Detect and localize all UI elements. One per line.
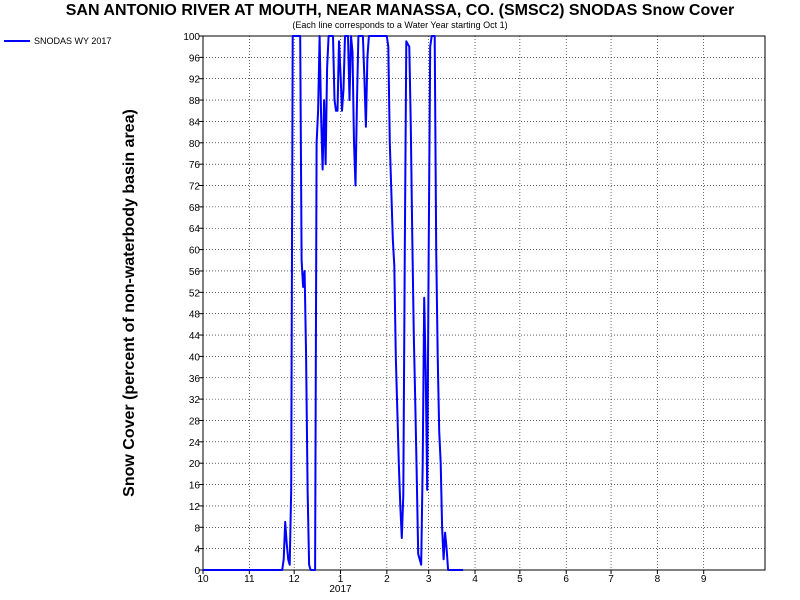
y-tick-label: 16 <box>189 481 201 492</box>
x-tick-label: 1 <box>338 574 344 585</box>
y-tick-label: 84 <box>189 117 201 128</box>
x-tick-label: 7 <box>608 574 614 585</box>
x-tick-label: 11 <box>244 574 255 585</box>
y-tick-label: 76 <box>189 160 201 171</box>
chart-legend: SNODAS WY 2017 <box>4 36 111 46</box>
x-year-label: 2017 <box>329 584 352 595</box>
x-tick-label: 6 <box>563 574 569 585</box>
y-tick-label: 36 <box>189 374 201 385</box>
x-tick-label: 4 <box>472 574 478 585</box>
y-tick-label: 8 <box>194 523 200 534</box>
legend-label-wy2017: SNODAS WY 2017 <box>34 36 112 46</box>
y-tick-label: 68 <box>189 203 201 214</box>
y-tick-label: 72 <box>189 182 201 193</box>
y-tick-label: 64 <box>189 224 201 235</box>
y-tick-label: 20 <box>189 459 201 470</box>
y-tick-label: 4 <box>194 545 200 556</box>
x-tick-label: 3 <box>426 574 432 585</box>
y-tick-label: 80 <box>189 139 201 150</box>
y-tick-label: 52 <box>189 288 201 299</box>
x-tick-label: 10 <box>197 574 209 585</box>
series-line-wy2017 <box>203 35 464 571</box>
y-tick-label: 0 <box>194 566 200 577</box>
y-tick-label: 12 <box>189 502 201 513</box>
legend-swatch <box>4 40 30 42</box>
y-tick-label: 100 <box>183 32 200 43</box>
y-tick-label: 92 <box>189 75 201 86</box>
y-tick-label: 60 <box>189 246 201 257</box>
chart-title: SAN ANTONIO RIVER AT MOUTH, NEAR MANASSA… <box>65 2 735 19</box>
x-tick-label: 5 <box>517 574 523 585</box>
y-tick-label: 44 <box>189 331 201 342</box>
x-tick-label: 8 <box>655 574 661 585</box>
y-tick-label: 56 <box>189 267 201 278</box>
x-tick-label: 9 <box>701 574 707 585</box>
y-tick-label: 96 <box>189 53 201 64</box>
y-tick-label: 32 <box>189 395 201 406</box>
chart-subtitle: (Each line corresponds to a Water Year s… <box>292 20 508 30</box>
x-tick-label: 12 <box>289 574 301 585</box>
plot-area <box>202 35 766 571</box>
y-tick-label: 48 <box>189 310 201 321</box>
y-tick-label: 88 <box>189 96 201 107</box>
x-tick-label: 2 <box>384 574 390 585</box>
y-tick-label: 40 <box>189 352 201 363</box>
y-tick-label: 28 <box>189 416 201 427</box>
y-tick-label: 24 <box>189 438 201 449</box>
